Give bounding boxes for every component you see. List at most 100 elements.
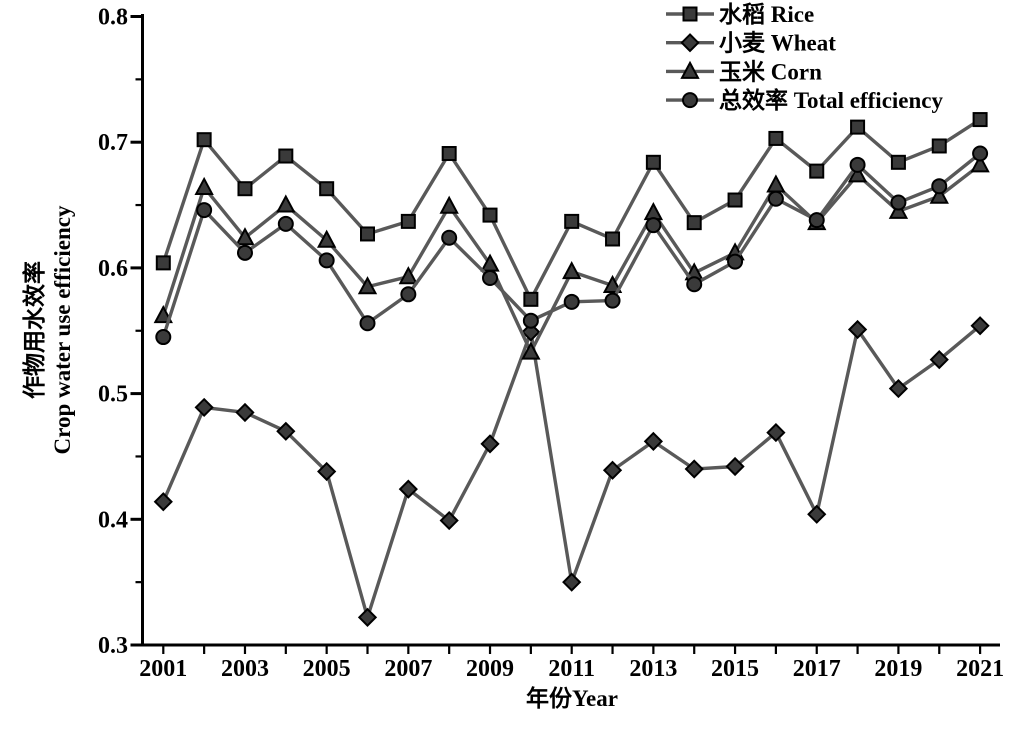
x-tick-label: 2001 [139, 656, 187, 682]
total-marker [400, 286, 417, 303]
total-marker [359, 315, 376, 332]
wheat-marker [317, 461, 337, 482]
corn-marker [153, 305, 173, 324]
rice-marker [605, 231, 621, 247]
y-axis-title-zh: 作物用水效率 [21, 261, 47, 399]
corn-marker [398, 266, 419, 285]
legend-label-corn: 玉米 Corn [719, 59, 822, 84]
corn-marker [643, 201, 664, 221]
total-marker [645, 217, 662, 234]
corn-marker [194, 176, 214, 195]
rice-marker [931, 138, 947, 154]
rice-marker [278, 148, 294, 164]
corn-marker [439, 195, 459, 214]
rice-marker [400, 213, 416, 229]
total-marker [808, 212, 825, 229]
rice-marker [196, 132, 212, 148]
y-tick-label: 0.8 [98, 5, 128, 31]
y-tick-label: 0.5 [98, 382, 128, 408]
wheat-marker [929, 350, 949, 370]
wheat-marker [439, 510, 459, 531]
total-marker [563, 293, 580, 310]
rice-marker [237, 181, 253, 197]
y-tick-label: 0.3 [98, 633, 128, 659]
legend-wheat-marker [680, 33, 700, 53]
rice-marker [441, 146, 457, 162]
rice-marker [850, 119, 866, 135]
wheat-marker [888, 378, 909, 399]
x-tick-label: 2013 [629, 656, 677, 682]
wheat-marker [847, 319, 868, 340]
wheat-marker [521, 322, 541, 342]
x-tick-label: 2019 [874, 656, 922, 682]
total-marker [441, 229, 458, 246]
wheat-marker [684, 459, 704, 479]
corn-marker [521, 341, 541, 360]
wheat-marker [276, 421, 296, 441]
total-marker [482, 269, 499, 286]
wheat-marker [602, 460, 623, 480]
wheat-marker [970, 316, 990, 336]
x-tick-label: 2017 [793, 656, 841, 682]
corn-marker [357, 276, 378, 295]
y-axis-title-en: Crop water use efficiency [50, 205, 75, 454]
rice-marker [890, 154, 906, 170]
total-marker [155, 329, 172, 346]
wheat-marker [194, 397, 214, 418]
corn-marker [847, 164, 868, 183]
rice-marker [727, 192, 743, 208]
rice-marker [768, 130, 784, 146]
corn-marker [602, 274, 623, 293]
corn-marker [562, 261, 582, 280]
plot-area: 0.3 0.4 0.5 0.6 0.7 0.8 2001 2003 2005 2007 2009 20… [98, 2, 1004, 682]
wheat-marker [643, 431, 663, 451]
corn-marker [276, 194, 296, 213]
x-tick-label: 2005 [303, 656, 351, 682]
wheat-marker [398, 479, 418, 499]
rice-marker [809, 163, 825, 179]
wheat-marker [357, 607, 378, 627]
legend-total-marker [682, 92, 698, 109]
x-tick-label: 2015 [711, 656, 759, 682]
wheat-marker [480, 434, 500, 454]
y-tick-label: 0.6 [98, 256, 128, 282]
total-marker [931, 178, 948, 195]
x-tick-label: 2009 [466, 656, 514, 682]
wheat-marker [807, 504, 827, 524]
total-marker [849, 156, 866, 173]
x-tick-label: 2003 [221, 656, 269, 682]
total-marker [972, 145, 989, 162]
rice-marker [686, 215, 702, 231]
x-tick-label: 2021 [956, 656, 1004, 682]
y-tick-label: 0.7 [98, 130, 128, 156]
legend-label-rice: 水稻 Rice [719, 2, 814, 27]
wheat-marker [235, 402, 255, 423]
rice-marker [319, 181, 335, 197]
total-marker [767, 190, 784, 207]
total-marker [727, 253, 744, 270]
rice-marker [482, 207, 498, 223]
y-tick-label: 0.4 [98, 507, 128, 533]
legend-label-total: 总效率 Total efficiency [719, 87, 944, 113]
corn-marker [929, 185, 949, 204]
x-tick-label: 2007 [384, 656, 432, 682]
total-marker [686, 276, 703, 293]
rice-marker [523, 291, 539, 307]
rice-marker [645, 154, 661, 170]
wheat-marker [153, 492, 173, 512]
rice-marker [360, 226, 375, 242]
wheat-marker [725, 456, 745, 477]
wheat-marker [562, 572, 582, 592]
total-marker [890, 194, 907, 211]
total-marker [522, 312, 539, 329]
corn-marker [316, 229, 337, 248]
total-marker [604, 292, 621, 309]
rice-marker [564, 213, 580, 229]
legend-corn-marker [680, 60, 700, 79]
corn-marker [235, 227, 255, 246]
corn-marker [766, 174, 786, 193]
rice-marker [972, 112, 988, 128]
legend-rice-marker [682, 6, 698, 22]
